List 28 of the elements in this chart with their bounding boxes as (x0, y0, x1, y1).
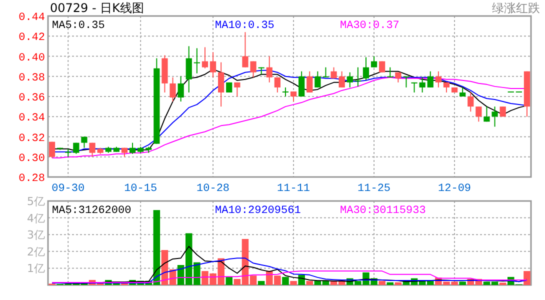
xtick: 11-11 (277, 183, 310, 195)
ytick: 0.38 (18, 72, 45, 84)
ytick: 0.28 (18, 173, 45, 185)
ytick: 2亿 (27, 245, 45, 258)
ytick: 4亿 (27, 212, 45, 225)
xtick: 10-28 (196, 183, 230, 195)
ytick: 0.40 (18, 52, 45, 64)
ytick: 3亿 (27, 228, 45, 242)
xtick: 12-09 (438, 183, 472, 195)
ytick: 1亿 (27, 262, 45, 276)
title: 00729 - 日K线图 (50, 1, 144, 15)
legend: MA30:30115933 (340, 205, 426, 217)
ytick: 5亿 (27, 195, 45, 208)
ytick: 0.34 (18, 112, 45, 125)
ytick: 0.32 (18, 132, 45, 145)
annotation: 绿涨红跌 (492, 1, 540, 15)
legend: MA10:29209561 (215, 205, 301, 217)
xtick: 09-30 (52, 183, 85, 195)
legend: MA10:0.35 (215, 20, 274, 32)
legend: MA5:0.35 (52, 20, 105, 32)
legend: MA5:31262000 (52, 205, 132, 217)
xtick: 11-25 (358, 183, 391, 195)
ytick: 0.30 (18, 152, 45, 165)
ytick: 0.36 (18, 92, 45, 104)
ytick: 0.44 (18, 12, 45, 24)
legend: MA30:0.37 (340, 20, 400, 32)
xtick: 10-15 (124, 183, 158, 195)
ytick: 0.42 (18, 32, 45, 44)
